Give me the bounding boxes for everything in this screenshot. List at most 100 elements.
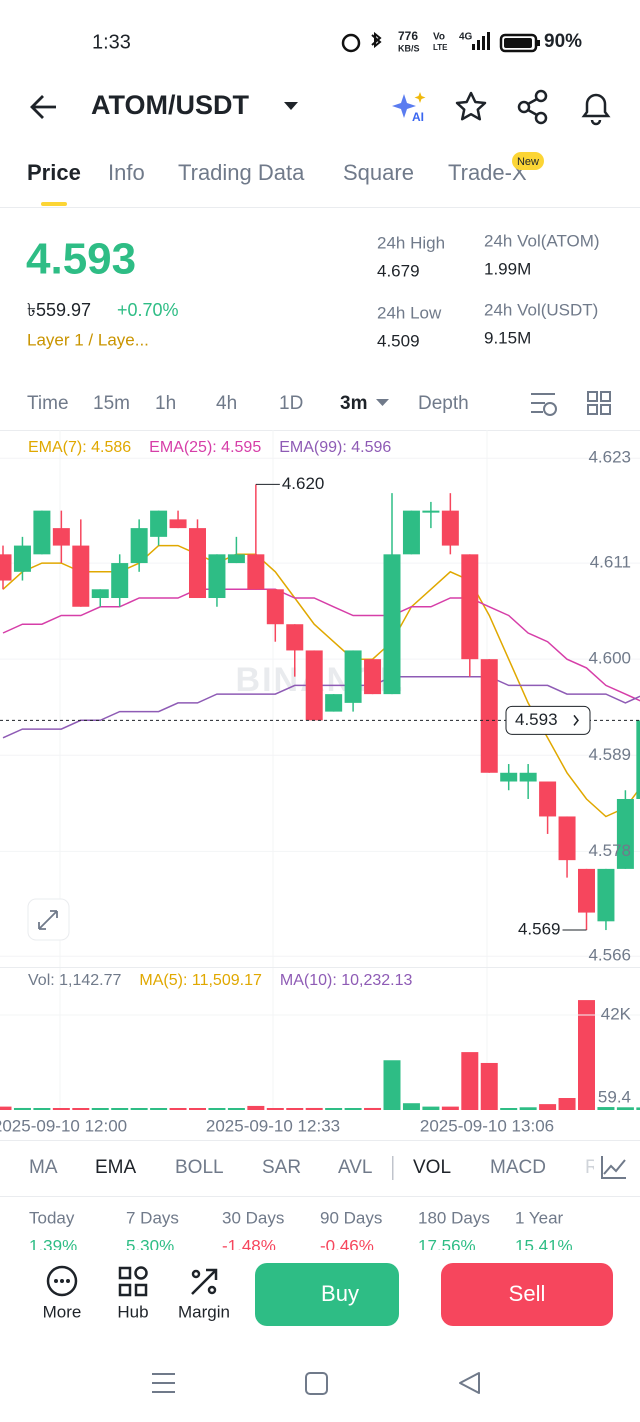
hub-icon[interactable] xyxy=(118,1266,148,1297)
volume-bar xyxy=(539,1104,557,1110)
timeframe[interactable]: 4h xyxy=(216,393,237,414)
volume-legend: MA(10): 10,232.13 xyxy=(280,972,413,989)
volume-bar xyxy=(150,1108,168,1110)
period-change: 15.41% xyxy=(515,1236,573,1255)
action-label[interactable]: Hub xyxy=(117,1302,148,1321)
tab-badge: New xyxy=(517,156,539,168)
action-label[interactable]: More xyxy=(43,1302,82,1321)
candle-body xyxy=(208,554,226,599)
nav-back[interactable] xyxy=(459,1372,480,1394)
volume-bar xyxy=(111,1108,129,1110)
candle-body xyxy=(578,868,595,913)
timeframe[interactable]: Time xyxy=(27,393,69,414)
timeframe[interactable]: 1D xyxy=(279,393,303,414)
buy-button[interactable] xyxy=(255,1263,399,1326)
chart-settings-button[interactable] xyxy=(531,393,557,416)
alert-button[interactable] xyxy=(581,93,611,126)
action-label[interactable]: Margin xyxy=(178,1302,230,1321)
layout-button[interactable] xyxy=(587,391,611,415)
candle-body xyxy=(383,554,401,695)
ai-button[interactable] xyxy=(392,92,426,118)
status-time: 1:33 xyxy=(92,31,131,53)
buy-label[interactable]: Buy xyxy=(321,1281,359,1306)
divider xyxy=(0,1140,640,1141)
last-price: 4.593 xyxy=(26,235,136,284)
performance-row: Today 7 Days 30 Days 90 Days 180 Days 1 … xyxy=(29,1208,573,1255)
sell-button[interactable] xyxy=(441,1263,613,1326)
period-change: 1.39% xyxy=(29,1236,77,1255)
volume-bar xyxy=(461,1052,479,1110)
tab[interactable]: Trading Data xyxy=(178,160,305,185)
x-tick-label: 2025-09-10 13:06 xyxy=(420,1116,554,1135)
fade xyxy=(594,1150,640,1186)
x-tick-label: 2025-09-10 12:00 xyxy=(0,1116,127,1135)
candle-body xyxy=(33,510,51,555)
margin-icon[interactable] xyxy=(191,1268,218,1295)
tab[interactable]: Info xyxy=(108,160,145,185)
timeframe[interactable]: 15m xyxy=(93,393,130,414)
pair-dropdown[interactable] xyxy=(284,102,298,110)
indicator[interactable]: MACD xyxy=(490,1157,546,1178)
candle-body xyxy=(480,659,498,773)
period-change: 5.30% xyxy=(126,1236,174,1255)
share-button[interactable] xyxy=(517,89,548,125)
indicator[interactable]: VOL xyxy=(413,1157,451,1178)
y-tick-label: 4.623 xyxy=(588,448,631,467)
candle-body xyxy=(616,798,634,869)
pair-title[interactable]: ATOM/USDT xyxy=(91,90,249,120)
volume-bar xyxy=(91,1108,109,1110)
last-price-box xyxy=(505,705,591,735)
indicator[interactable]: SAR xyxy=(262,1157,301,1178)
nav-menu[interactable] xyxy=(152,1373,175,1393)
tab[interactable]: Square xyxy=(343,160,414,185)
volume-bar xyxy=(480,1062,498,1110)
low-marker-label: 4.569 xyxy=(518,920,561,939)
indicator[interactable]: EMA xyxy=(95,1157,137,1178)
indicator[interactable]: MA xyxy=(29,1157,58,1178)
indicator-settings[interactable] xyxy=(601,1156,626,1179)
separator xyxy=(392,1156,394,1180)
timeframe[interactable]: Depth xyxy=(418,393,469,414)
kline-chart: BINANCE4.6234.6114.6004.5894.5784.566EMA… xyxy=(0,430,640,1135)
indicator[interactable]: BOLL xyxy=(175,1157,224,1178)
divider xyxy=(0,1196,640,1197)
candle-body xyxy=(519,772,537,782)
candle-body xyxy=(227,554,245,564)
battery-level: 90% xyxy=(544,31,582,52)
timeframe[interactable]: 1h xyxy=(155,393,176,414)
net-unit: KB/S xyxy=(398,43,420,53)
volume-bar xyxy=(441,1106,459,1110)
volume-bar xyxy=(364,1107,382,1110)
net-speed: 776 xyxy=(398,29,418,43)
timeframe[interactable]: 3m xyxy=(340,393,367,414)
status-icons xyxy=(341,31,382,53)
nav-home[interactable] xyxy=(305,1372,328,1395)
favorite-button[interactable] xyxy=(455,91,487,121)
stat-value: 1.99M xyxy=(484,259,531,278)
back-button[interactable] xyxy=(30,95,56,119)
active-tab-indicator xyxy=(41,202,67,206)
indicator[interactable]: AVL xyxy=(338,1157,373,1178)
candle-body xyxy=(52,528,70,546)
volume-bar xyxy=(286,1108,304,1110)
tab[interactable]: Price xyxy=(27,160,81,185)
timeframe-dropdown[interactable] xyxy=(376,399,389,406)
candle-body xyxy=(558,816,576,861)
sell-label[interactable]: Sell xyxy=(509,1281,546,1306)
candle-body xyxy=(266,589,284,625)
volume-bar xyxy=(130,1108,148,1110)
volume-bar xyxy=(344,1108,362,1110)
period-change: -0.46% xyxy=(320,1236,374,1255)
expand-button[interactable] xyxy=(27,898,70,941)
candle-body xyxy=(461,554,479,660)
candle-body xyxy=(402,510,420,555)
volume-bar xyxy=(636,1107,640,1110)
battery-icon xyxy=(499,33,540,53)
more-icon[interactable] xyxy=(46,1265,78,1297)
stat-label: 24h High xyxy=(377,233,445,252)
candle-body xyxy=(422,510,440,513)
signal-icon xyxy=(472,32,490,50)
candle-body xyxy=(169,519,187,529)
sector-tag[interactable]: Layer 1 / Laye... xyxy=(27,330,149,349)
